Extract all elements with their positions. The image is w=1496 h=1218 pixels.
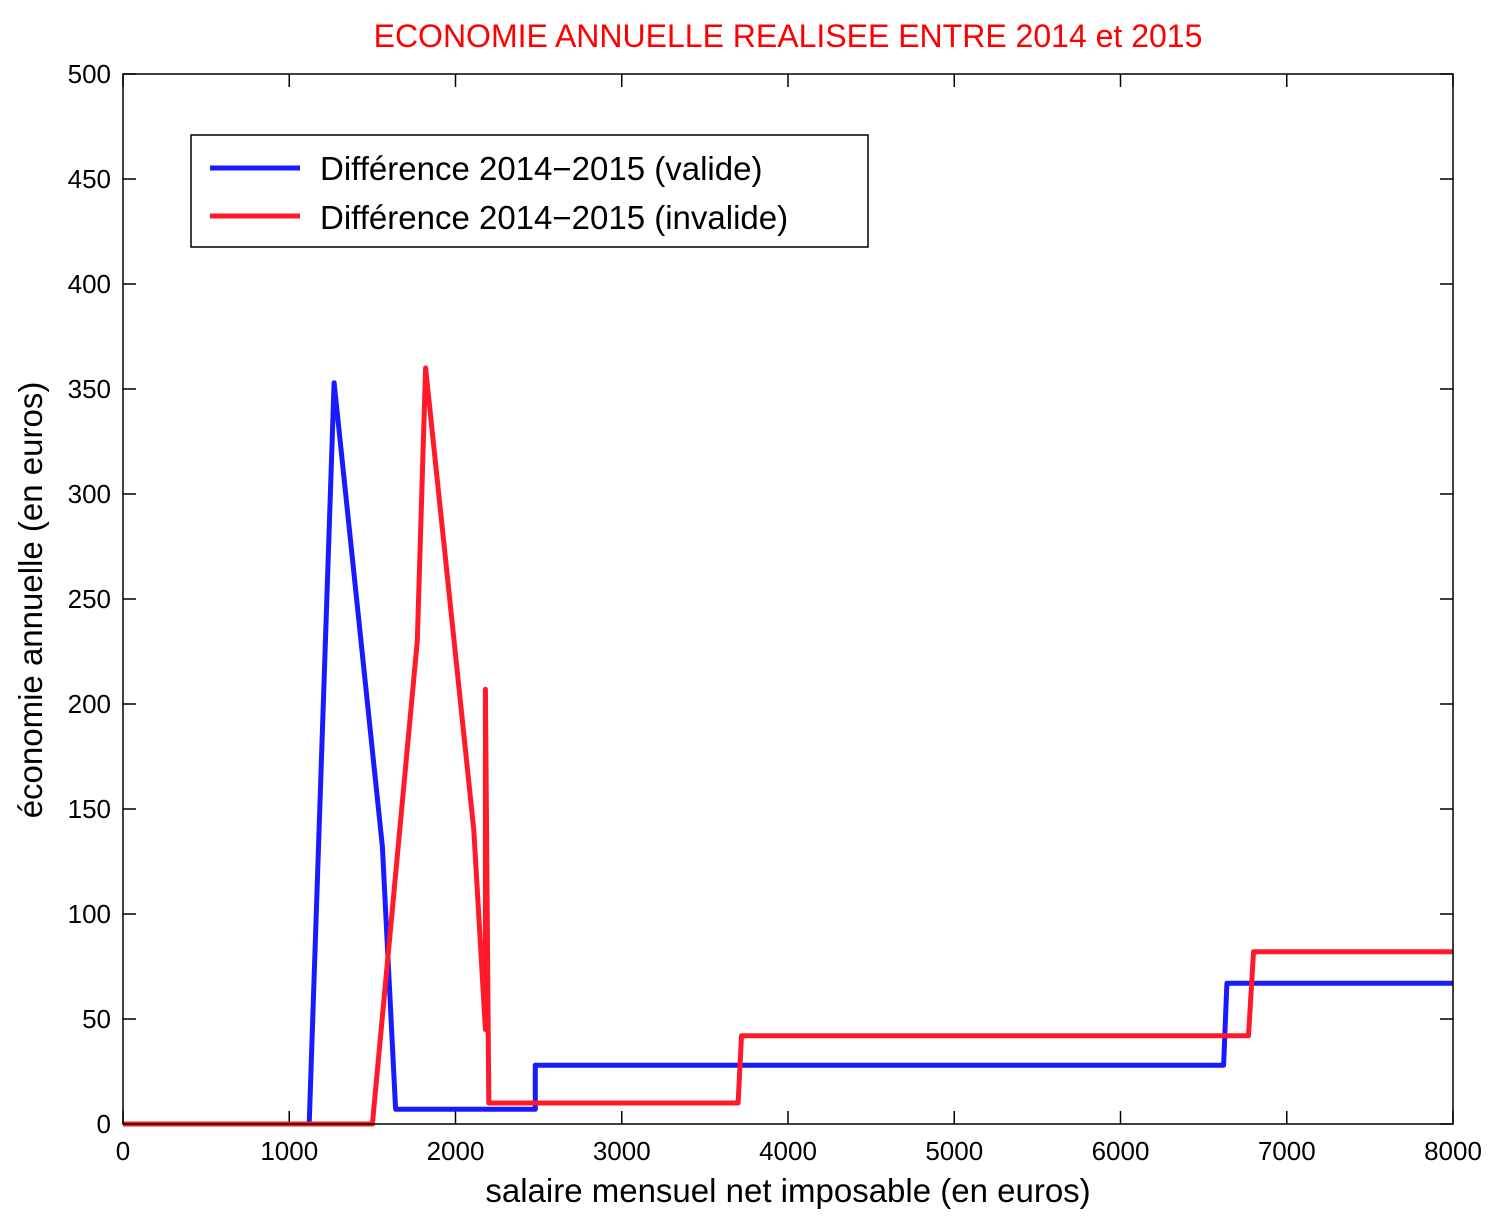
y-axis-title: économie annuelle (en euros) bbox=[12, 382, 49, 819]
chart-title: ECONOMIE ANNUELLE REALISEE ENTRE 2014 et… bbox=[374, 18, 1203, 54]
x-tick-label: 7000 bbox=[1258, 1136, 1316, 1166]
legend-box bbox=[190, 134, 869, 248]
y-tick-label: 450 bbox=[68, 164, 111, 194]
x-tick-label: 6000 bbox=[1092, 1136, 1150, 1166]
tick-group: 0 1000 2000 3000 4000 5000 6000 7000 8000 0 50 100 1… bbox=[68, 59, 1482, 1166]
x-tick-label: 5000 bbox=[925, 1136, 983, 1166]
x-tick-label: 8000 bbox=[1424, 1136, 1482, 1166]
y-tick-label: 500 bbox=[68, 59, 111, 89]
x-tick-label: 0 bbox=[116, 1136, 130, 1166]
series-line-0 bbox=[123, 380, 1453, 1127]
legend: Différence 2014−2015 (valide) Différence… bbox=[190, 134, 869, 248]
y-tick-label: 150 bbox=[68, 794, 111, 824]
legend-label-valide: Différence 2014−2015 (valide) bbox=[320, 150, 762, 187]
y-tick-label: 50 bbox=[82, 1004, 111, 1034]
y-tick-label: 0 bbox=[97, 1109, 111, 1139]
y-tick-label: 300 bbox=[68, 479, 111, 509]
x-tick-label: 2000 bbox=[427, 1136, 485, 1166]
series-line-1 bbox=[123, 365, 1453, 1127]
y-tick-label: 250 bbox=[68, 584, 111, 614]
x-axis-title: salaire mensuel net imposable (en euros) bbox=[485, 1172, 1090, 1209]
y-tick-label: 100 bbox=[68, 899, 111, 929]
series-group bbox=[123, 365, 1453, 1127]
y-tick-label: 200 bbox=[68, 689, 111, 719]
legend-label-invalide: Différence 2014−2015 (invalide) bbox=[320, 199, 788, 236]
x-tick-label: 3000 bbox=[593, 1136, 651, 1166]
plot-frame bbox=[122, 73, 1454, 1125]
y-tick-label: 400 bbox=[68, 269, 111, 299]
x-tick-label: 4000 bbox=[759, 1136, 817, 1166]
y-tick-label: 350 bbox=[68, 374, 111, 404]
x-tick-label: 1000 bbox=[260, 1136, 318, 1166]
